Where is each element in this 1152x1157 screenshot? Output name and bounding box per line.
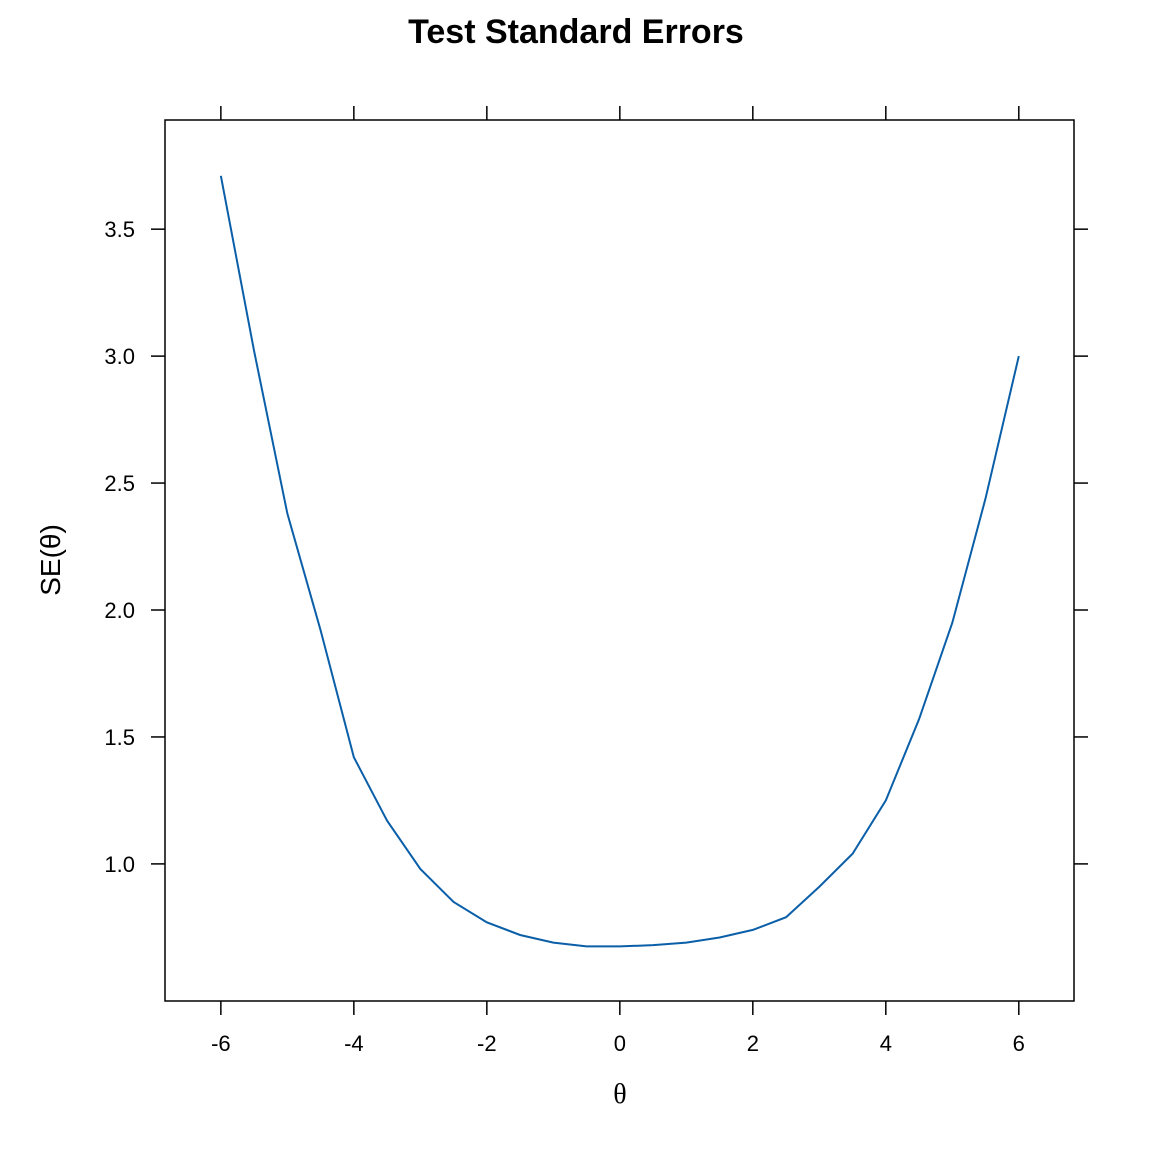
y-tick-label: 2.0 xyxy=(104,598,135,623)
y-tick-label: 3.0 xyxy=(104,344,135,369)
y-tick-label: 3.5 xyxy=(104,217,135,242)
x-tick-label: 0 xyxy=(614,1031,626,1056)
x-tick-label: -4 xyxy=(344,1031,364,1056)
x-tick-label: -6 xyxy=(211,1031,231,1056)
y-tick-label: 1.0 xyxy=(104,852,135,877)
x-tick-label: -2 xyxy=(477,1031,497,1056)
x-axis-label: θ xyxy=(613,1079,626,1110)
x-tick-label: 6 xyxy=(1013,1031,1025,1056)
y-tick-label: 2.5 xyxy=(104,471,135,496)
y-axis-label: SE(θ) xyxy=(35,524,66,596)
data-line xyxy=(219,175,1020,948)
chart-title: Test Standard Errors xyxy=(408,13,744,51)
y-tick-label: 1.5 xyxy=(104,725,135,750)
x-tick-label: 4 xyxy=(880,1031,892,1056)
x-tick-label: 2 xyxy=(747,1031,759,1056)
